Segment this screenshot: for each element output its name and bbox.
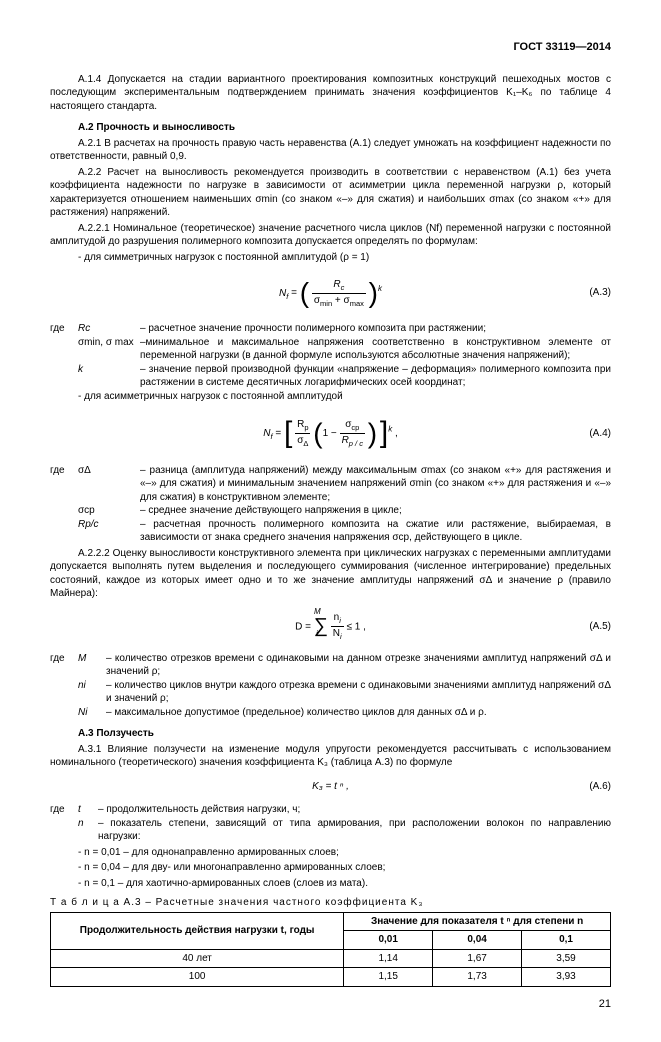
table-row: Продолжительность действия нагрузки t, г…	[51, 912, 611, 931]
where-sym: ni	[78, 679, 106, 693]
formula-a6: K₃ = t ⁿ , (А.6)	[50, 780, 611, 794]
doc-header: ГОСТ 33119—2014	[50, 40, 611, 55]
table-header: 0,01	[344, 931, 433, 950]
para-a31: А.3.1 Влияние ползучести на изменение мо…	[50, 743, 611, 770]
table-cell: 3,93	[522, 968, 611, 987]
table-header: Значение для показателя t ⁿ для степени …	[344, 912, 611, 931]
section-a2: А.2 Прочность и выносливость	[50, 121, 611, 135]
table-header: 0,1	[522, 931, 611, 950]
where-a5: где М – количество отрезков времени с од…	[50, 652, 611, 720]
where-sym: σΔ	[78, 464, 140, 478]
table-cell: 3,59	[522, 949, 611, 968]
para-sym: - для симметричных нагрузок с постоянной…	[50, 251, 611, 265]
para-a14: А.1.4 Допускается на стадии вариантного …	[50, 73, 611, 114]
where-text: – показатель степени, зависящий от типа …	[98, 817, 611, 844]
table-header: Продолжительность действия нагрузки t, г…	[51, 912, 344, 949]
formula-num-a4: (А.4)	[589, 427, 611, 441]
list-item-2: - n = 0,04 – для дву- или многонаправлен…	[50, 861, 611, 875]
section-a3: А.3 Ползучесть	[50, 727, 611, 741]
formula-num-a6: (А.6)	[589, 780, 611, 794]
where-sym: n	[78, 817, 98, 831]
where-text: - для асимметричных нагрузок с постоянно…	[78, 390, 611, 404]
where-a4: где σΔ – разница (амплитуда напряжений) …	[50, 464, 611, 545]
where-text: – продолжительность действия нагрузки, ч…	[98, 803, 611, 817]
formula-num-a5: (А.5)	[589, 620, 611, 634]
para-a221: А.2.2.1 Номинальное (теоретическое) знач…	[50, 222, 611, 249]
para-a22: А.2.2 Расчет на выносливость рекомендует…	[50, 166, 611, 220]
where-sym: Rр/с	[78, 518, 140, 532]
table-cell: 40 лет	[51, 949, 344, 968]
formula-num-a3: (А.3)	[589, 286, 611, 300]
table-row: 100 1,15 1,73 3,93	[51, 968, 611, 987]
where-label: где	[50, 652, 78, 666]
where-label: где	[50, 803, 78, 817]
where-sym: Ni	[78, 706, 106, 720]
page-number: 21	[50, 997, 611, 1012]
where-text: – расчетная прочность полимерного композ…	[140, 518, 611, 545]
table-cell: 1,73	[433, 968, 522, 987]
where-text: – разница (амплитуда напряжений) между м…	[140, 464, 611, 505]
where-label: где	[50, 322, 78, 336]
list-item-1: - n = 0,01 – для однонаправленно армиров…	[50, 846, 611, 860]
where-label: где	[50, 464, 78, 478]
table-cell: 1,14	[344, 949, 433, 968]
where-sym: k	[78, 363, 140, 377]
where-text: – максимальное допустимое (предельное) к…	[106, 706, 611, 720]
formula-a3: Nf = ( Rc σmin + σmax )k (А.3)	[50, 274, 611, 312]
where-text: –минимальное и максимальное напряжения с…	[140, 336, 611, 363]
list-item-3: - n = 0,1 – для хаотично-армированных сл…	[50, 877, 611, 891]
table-cell: 1,15	[344, 968, 433, 987]
para-a21: А.2.1 В расчетах на прочность правую час…	[50, 137, 611, 164]
table-caption: Т а б л и ц а А.3 – Расчетные значения ч…	[50, 896, 611, 910]
where-sym: σmin, σ max	[78, 336, 140, 350]
para-a222: А.2.2.2 Оценку выносливости конструктивн…	[50, 547, 611, 601]
formula-text: K₃ = t ⁿ ,	[312, 780, 349, 794]
where-sym: Rc	[78, 322, 140, 336]
where-text: – значение первой производной функции «н…	[140, 363, 611, 390]
where-sym: М	[78, 652, 106, 666]
where-text: – количество отрезков времени с одинаков…	[106, 652, 611, 679]
where-sym: σср	[78, 504, 140, 518]
formula-a5: D = ∑Mi ni Ni ≤ 1 , (А.5)	[50, 611, 611, 642]
where-a3: где Rc – расчетное значение прочности по…	[50, 322, 611, 403]
table-header: 0,04	[433, 931, 522, 950]
table-row: 40 лет 1,14 1,67 3,59	[51, 949, 611, 968]
where-text: – количество циклов внутри каждого отрез…	[106, 679, 611, 706]
where-a6: где t – продолжительность действия нагру…	[50, 803, 611, 844]
table-cell: 100	[51, 968, 344, 987]
formula-a4: Nf = [ Rр σΔ (1 − σср Rр / с ) ]k , (А.4…	[50, 413, 611, 454]
where-text: – среднее значение действующего напряжен…	[140, 504, 611, 518]
where-text: – расчетное значение прочности полимерно…	[140, 322, 611, 336]
table-a3: Продолжительность действия нагрузки t, г…	[50, 912, 611, 987]
table-cell: 1,67	[433, 949, 522, 968]
where-sym: t	[78, 803, 98, 817]
